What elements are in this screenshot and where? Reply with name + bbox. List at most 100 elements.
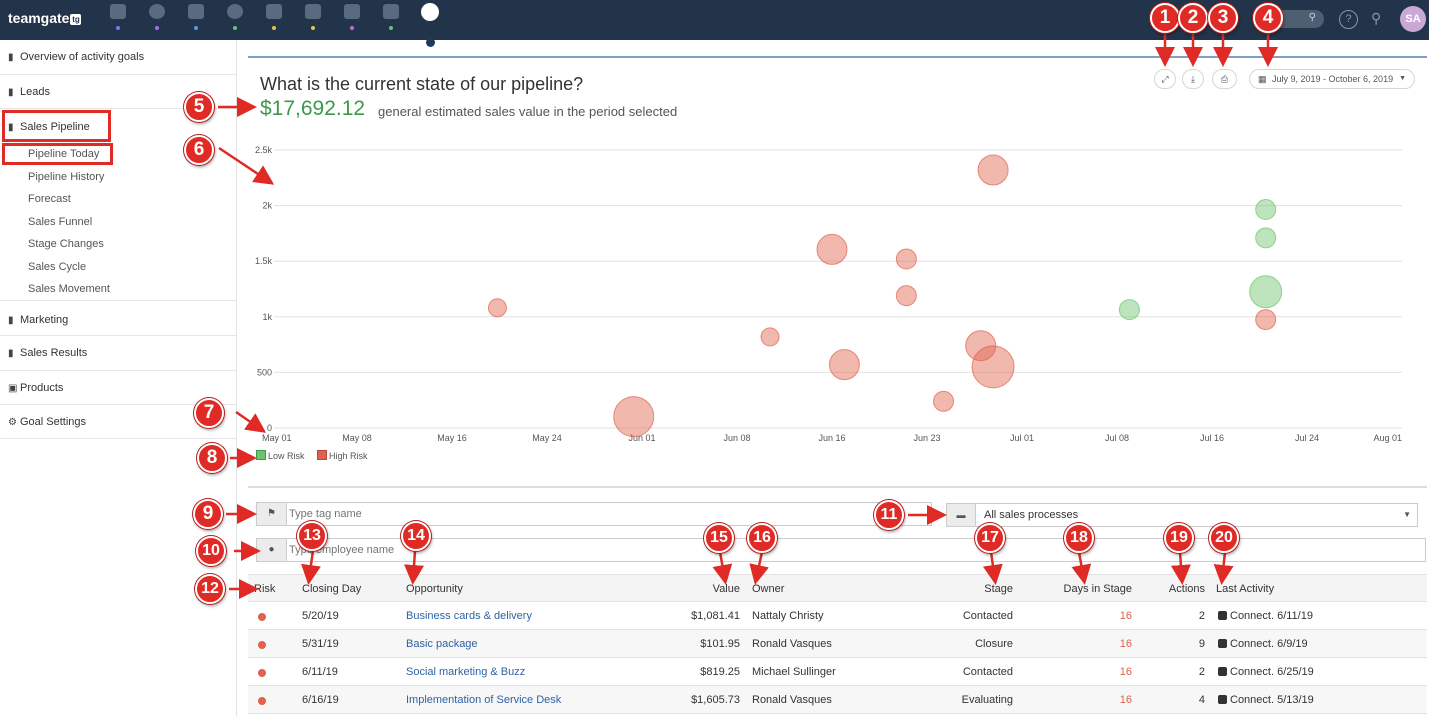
high-risk-bubble[interactable] xyxy=(487,298,507,318)
sidebar-item-sales-pipeline[interactable]: ▮ Sales Pipeline xyxy=(0,110,237,144)
low-risk-bubble[interactable] xyxy=(1118,299,1140,321)
annotation-badge-13: 13 xyxy=(297,521,327,551)
opportunity-link[interactable]: Basic package xyxy=(406,638,478,650)
actions-count: 9 xyxy=(1198,638,1205,650)
col-opportunity[interactable]: Opportunity xyxy=(406,583,463,595)
phone-icon xyxy=(1218,695,1227,704)
analytics-icon[interactable] xyxy=(421,3,439,21)
legend-item-low-risk[interactable]: Low Risk xyxy=(256,450,305,461)
bar-chart-icon: ▮ xyxy=(8,52,14,63)
risk-indicator xyxy=(258,669,266,677)
bell-icon[interactable]: ⚲ xyxy=(1371,10,1382,26)
opportunity-link[interactable]: Business cards & delivery xyxy=(406,610,532,622)
sidebar-subitem-stage-changes[interactable]: Stage Changes xyxy=(28,238,104,250)
dollar-icon[interactable] xyxy=(224,4,246,36)
highlight-sales-pipeline xyxy=(2,110,111,142)
high-risk-bubble[interactable] xyxy=(895,248,917,270)
value: $101.95 xyxy=(700,638,740,650)
owner: Ronald Vasques xyxy=(752,638,832,650)
col-risk[interactable]: Risk xyxy=(254,583,276,595)
sidebar-item-label: Marketing xyxy=(20,314,69,326)
col-actions[interactable]: Actions xyxy=(1168,583,1205,595)
table-row[interactable]: 6/16/19 Implementation of Service Desk $… xyxy=(248,686,1427,714)
sidebar-item-overview[interactable]: ▮ Overview of activity goals xyxy=(0,40,237,75)
date-range-value: July 9, 2019 - October 6, 2019 xyxy=(1272,74,1394,84)
stage: Contacted xyxy=(962,610,1013,622)
lock-icon[interactable] xyxy=(341,4,363,36)
opportunity-link[interactable]: Social marketing & Buzz xyxy=(406,666,526,678)
annotation-badge-14: 14 xyxy=(401,521,431,551)
download-button[interactable]: ⤓ xyxy=(1182,69,1204,89)
sidebar-item-marketing[interactable]: ▮ Marketing xyxy=(0,300,237,336)
high-risk-bubble[interactable] xyxy=(760,327,780,347)
sidebar-item-label: Sales Pipeline xyxy=(20,121,90,133)
legend-item-high-risk[interactable]: High Risk xyxy=(317,450,368,461)
dashboard-icon[interactable] xyxy=(107,4,129,36)
app-logo[interactable]: teamgate tg xyxy=(8,10,82,26)
col-stage[interactable]: Stage xyxy=(984,583,1013,595)
table-row[interactable]: 6/11/19 Social marketing & Buzz $819.25 … xyxy=(248,658,1427,686)
buildings-icon[interactable] xyxy=(185,4,207,36)
tag-input[interactable] xyxy=(289,505,789,523)
sidebar-subitem-sales-cycle[interactable]: Sales Cycle xyxy=(28,261,87,273)
legend-swatch xyxy=(256,450,266,460)
pipeline-bubble-chart: 0 500 1k 1.5k 2k 2.5k May 01 May 08 May 16 May 24… xyxy=(255,145,1402,443)
sidebar-subitem-forecast[interactable]: Forecast xyxy=(28,193,71,205)
bar-chart-icon: ▮ xyxy=(8,348,14,359)
table-row[interactable]: 5/20/19 Business cards & delivery $1,081… xyxy=(248,602,1427,630)
last-activity-text: Connect. 6/25/19 xyxy=(1230,666,1314,678)
x-tick-label: May 01 xyxy=(262,433,292,443)
opportunity-link[interactable]: Implementation of Service Desk xyxy=(406,694,562,706)
col-closing-day[interactable]: Closing Day xyxy=(302,583,362,595)
col-days-in-stage[interactable]: Days in Stage xyxy=(1063,583,1132,595)
signal-bars-icon: ▬ xyxy=(946,503,976,527)
page-title: What is the current state of our pipelin… xyxy=(260,74,584,94)
last-activity-text: Connect. 5/13/19 xyxy=(1230,694,1314,706)
high-risk-bubble[interactable] xyxy=(895,285,917,307)
col-value[interactable]: Value xyxy=(712,583,740,595)
col-owner[interactable]: Owner xyxy=(752,583,785,595)
sales-process-select[interactable]: All sales processes ▼ xyxy=(976,503,1418,527)
avatar[interactable]: SA xyxy=(1400,6,1426,32)
tag-filter: ⚑ xyxy=(256,502,932,526)
date-range-picker[interactable]: ▦ July 9, 2019 - October 6, 2019 ▼ xyxy=(1249,69,1415,89)
high-risk-bubble[interactable] xyxy=(828,349,860,381)
high-risk-bubble[interactable] xyxy=(971,345,1015,389)
table-row[interactable]: 5/31/19 Basic package $101.95 Ronald Vas… xyxy=(248,630,1427,658)
high-risk-bubble[interactable] xyxy=(977,154,1009,186)
col-last-activity[interactable]: Last Activity xyxy=(1216,583,1275,595)
x-tick-label: Jul 16 xyxy=(1200,433,1224,443)
book-icon[interactable] xyxy=(380,4,402,36)
briefcase-icon[interactable] xyxy=(263,4,285,36)
sidebar-item-label: Goal Settings xyxy=(20,416,87,428)
chevron-down-icon: ▼ xyxy=(1403,510,1411,519)
low-risk-bubble[interactable] xyxy=(1255,227,1277,249)
low-risk-bubble[interactable] xyxy=(1255,198,1277,220)
high-risk-bubble[interactable] xyxy=(933,390,955,412)
highlight-pipeline-today xyxy=(2,143,113,165)
sidebar-subitem-sales-movement[interactable]: Sales Movement xyxy=(28,283,110,295)
sidebar-item-leads[interactable]: ▮ Leads xyxy=(0,75,237,109)
low-risk-bubble[interactable] xyxy=(1249,275,1283,309)
sidebar-subitem-sales-funnel[interactable]: Sales Funnel xyxy=(28,216,93,228)
calendar-icon[interactable] xyxy=(302,4,324,36)
last-activity-text: Connect. 6/9/19 xyxy=(1230,638,1308,650)
value: $819.25 xyxy=(700,666,740,678)
sidebar-subitem-pipeline-today[interactable]: Pipeline Today xyxy=(28,148,100,160)
stage: Evaluating xyxy=(961,694,1013,706)
sidebar-item-goal-settings[interactable]: ⚙ Goal Settings xyxy=(0,405,237,439)
sidebar-item-products[interactable]: ▣ Products xyxy=(0,371,237,405)
annotation-badge-9: 9 xyxy=(193,499,223,529)
sidebar-item-sales-results[interactable]: ▮ Sales Results xyxy=(0,336,237,371)
high-risk-bubble[interactable] xyxy=(1255,309,1277,331)
high-risk-bubble[interactable] xyxy=(613,396,655,438)
print-button[interactable]: ⎙ xyxy=(1212,69,1237,89)
x-tick-label: Jun 01 xyxy=(628,433,655,443)
target-icon[interactable] xyxy=(146,4,168,36)
expand-button[interactable]: ⤢ xyxy=(1154,69,1176,89)
high-risk-bubble[interactable] xyxy=(816,233,848,265)
closing-day: 5/20/19 xyxy=(302,610,339,622)
help-icon[interactable]: ? xyxy=(1339,10,1358,29)
sidebar-subitem-pipeline-history[interactable]: Pipeline History xyxy=(28,171,105,183)
phone-icon xyxy=(1218,639,1227,648)
